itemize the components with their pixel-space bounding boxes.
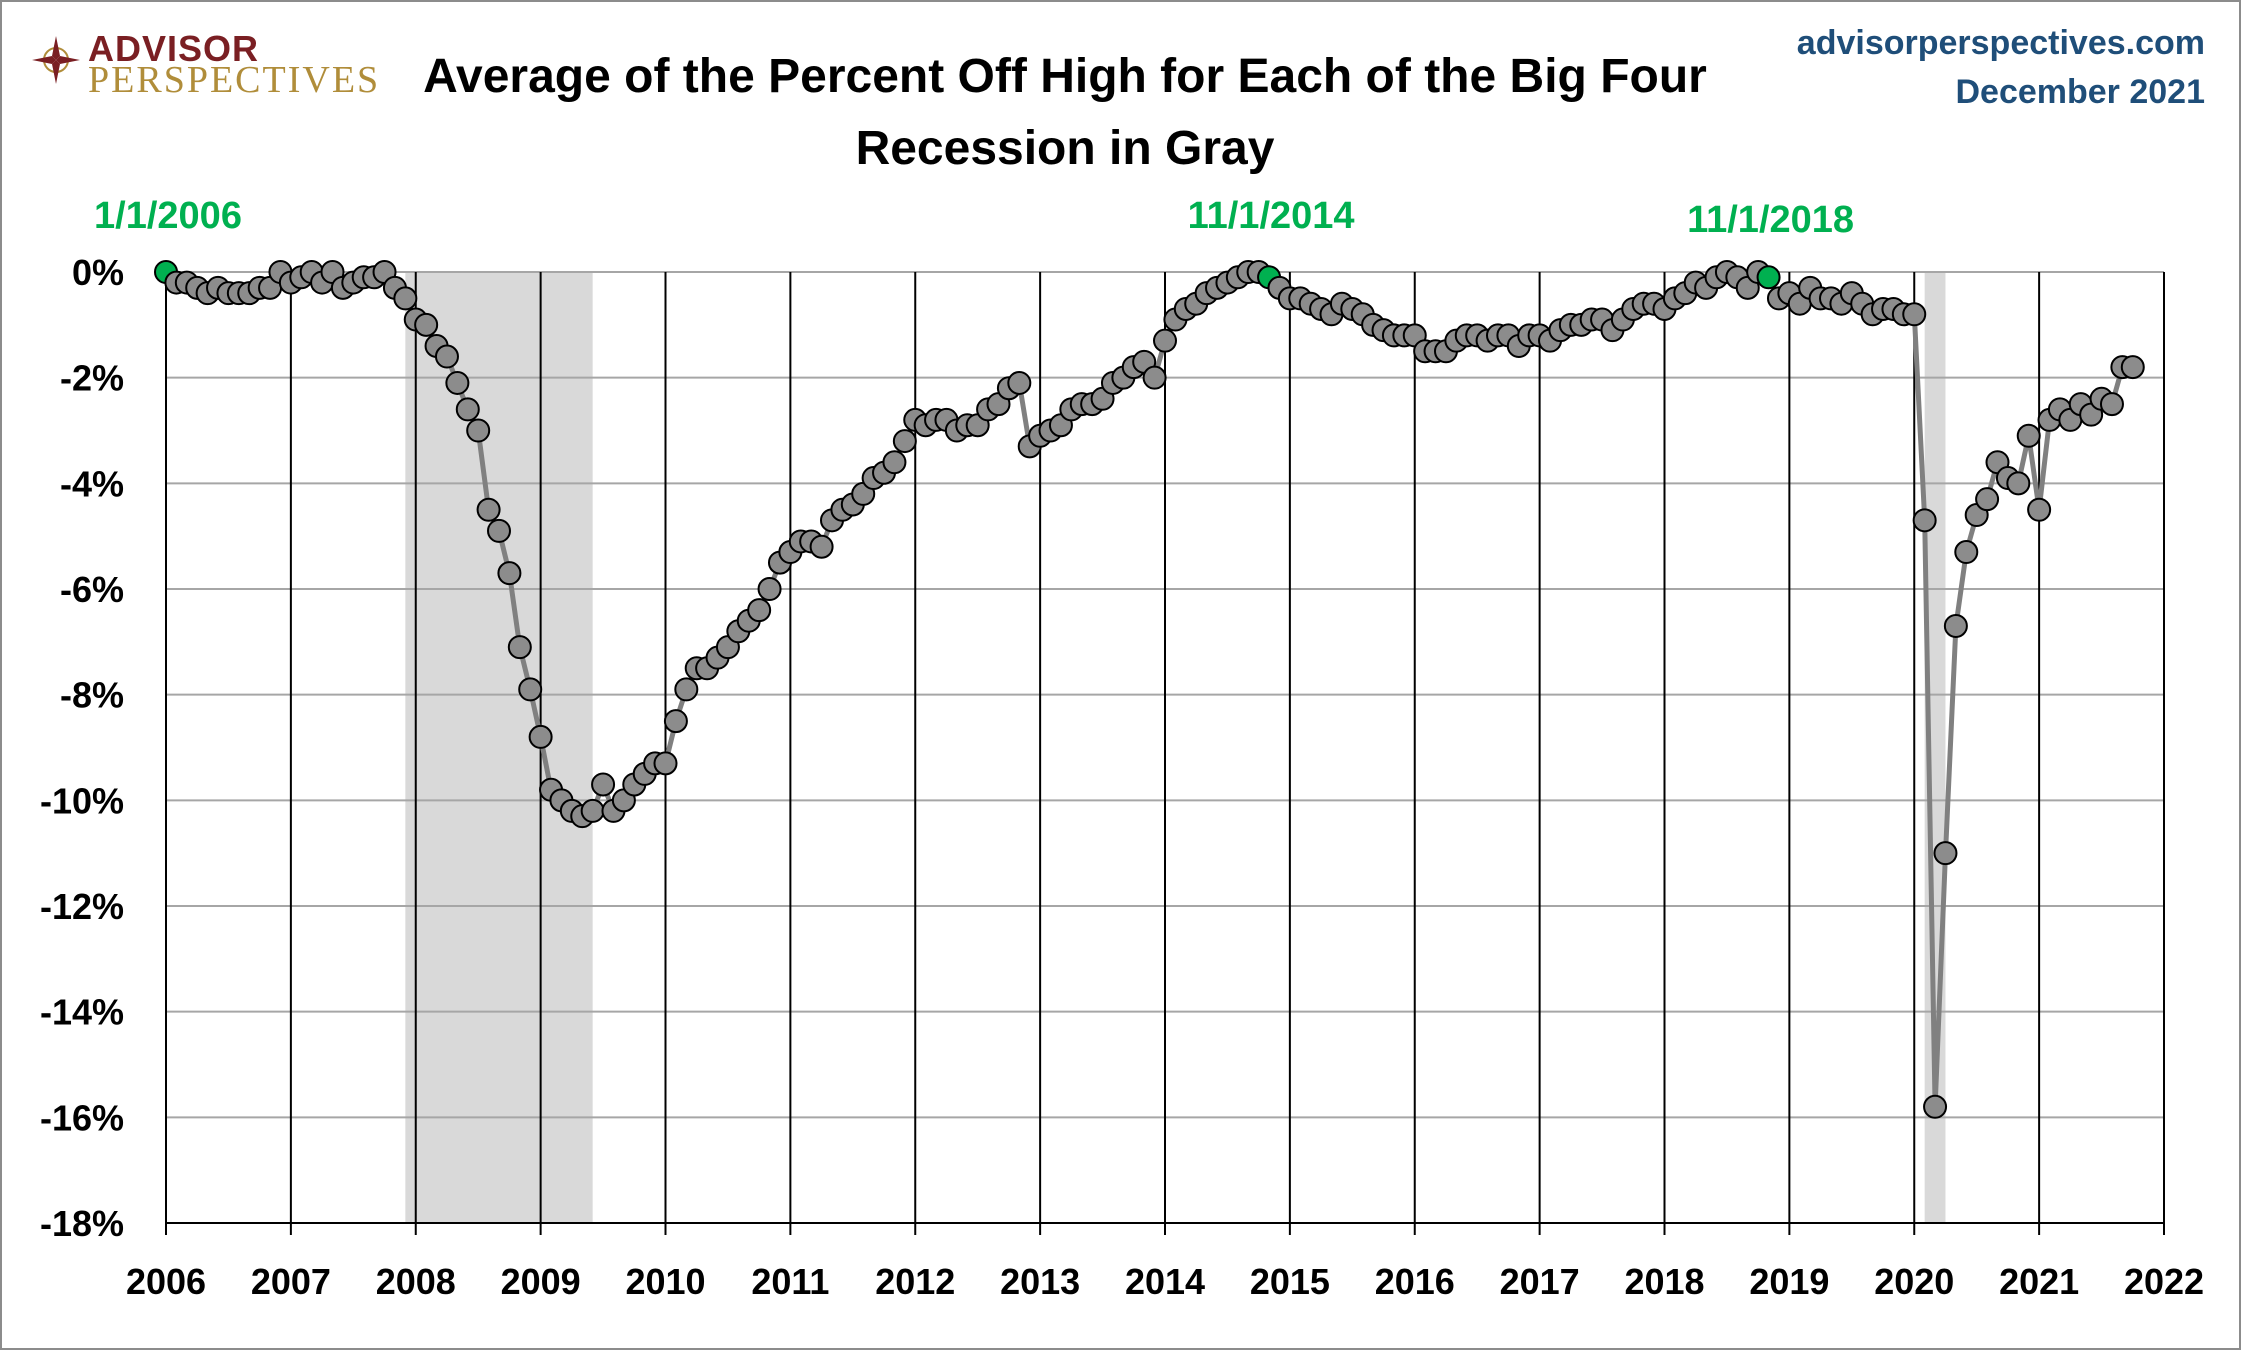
data-point: [518, 677, 543, 702]
data-point: [1933, 841, 1958, 866]
data-point: [1954, 540, 1979, 565]
y-tick-label: -4%: [60, 463, 124, 504]
compass-icon: [32, 36, 80, 84]
chart-title: Average of the Percent Off High for Each…: [423, 50, 1707, 103]
data-point: [653, 751, 678, 776]
y-tick-label: -2%: [60, 358, 124, 399]
recession-bands: [405, 272, 1946, 1223]
data-point: [2099, 392, 2124, 417]
data-point: [809, 534, 834, 559]
data-point: [747, 598, 772, 623]
x-tick-label: 2013: [1000, 1261, 1080, 1302]
recession-band: [405, 272, 593, 1223]
x-tick-labels: 2006 2007 2008 2009 2010 2011 2012 2013 2014 2015…: [126, 1261, 2204, 1302]
highlight-point: [1756, 265, 1781, 290]
x-tick-label: 2018: [1624, 1261, 1704, 1302]
data-point: [1153, 328, 1177, 353]
data-point: [466, 418, 491, 443]
data-point: [2027, 497, 2052, 522]
x-tick-label: 2012: [875, 1261, 955, 1302]
data-point: [434, 344, 459, 369]
x-tick-label: 2014: [1125, 1261, 1205, 1302]
data-point: [591, 772, 616, 797]
y-tick-label: -12%: [40, 886, 124, 927]
data-point: [1943, 613, 1968, 638]
x-tick-label: 2015: [1250, 1261, 1330, 1302]
y-tick-label: -18%: [40, 1203, 124, 1244]
chart-subtitle: Recession in Gray: [856, 122, 1275, 175]
x-tick-label: 2019: [1749, 1261, 1829, 1302]
data-point: [2016, 423, 2041, 448]
data-point: [476, 497, 501, 522]
y-tick-label: -16%: [40, 1097, 124, 1138]
data-point: [497, 561, 522, 586]
x-tick-label: 2008: [376, 1261, 456, 1302]
date-annotations: 1/1/2006 11/1/2014 11/1/2018: [94, 195, 1854, 241]
axes: [165, 272, 2165, 1235]
report-date: December 2021: [1955, 73, 2205, 111]
data-point: [1007, 370, 1032, 395]
y-tick-label: -6%: [60, 569, 124, 610]
x-tick-label: 2006: [126, 1261, 206, 1302]
data-point: [2006, 471, 2031, 496]
x-tick-label: 2009: [501, 1261, 581, 1302]
x-tick-label: 2021: [1999, 1261, 2079, 1302]
logo-text-bottom: PERSPECTIVES: [88, 59, 381, 101]
data-point: [1975, 487, 2000, 512]
data-point: [414, 312, 439, 337]
x-tick-label: 2010: [625, 1261, 705, 1302]
x-tick-label: 2017: [1500, 1261, 1580, 1302]
y-tick-label: -14%: [40, 992, 124, 1033]
data-point: [528, 724, 553, 749]
advisor-perspectives-logo: ADVISOR PERSPECTIVES: [30, 28, 378, 101]
data-point: [393, 286, 418, 311]
data-point: [1902, 302, 1927, 327]
y-tick-labels: 0% -2% -4% -6% -8% -10% -12% -14% -16% -18%: [40, 252, 124, 1244]
data-point: [757, 577, 782, 601]
y-tick-label: -10%: [40, 780, 124, 821]
x-tick-label: 2016: [1375, 1261, 1455, 1302]
x-tick-label: 2020: [1874, 1261, 1954, 1302]
data-point: [2120, 355, 2145, 380]
data-point: [445, 370, 470, 395]
x-tick-label: 2007: [251, 1261, 331, 1302]
data-point: [1923, 1094, 1948, 1119]
data-point: [580, 798, 605, 823]
data-point: [892, 429, 917, 454]
data-point: [674, 677, 699, 702]
date-annotation: 11/1/2014: [1188, 195, 1355, 237]
y-tick-label: -8%: [60, 675, 124, 716]
data-point: [663, 709, 688, 734]
logo-text-top: ADVISOR: [88, 28, 260, 69]
data-point: [1142, 365, 1167, 390]
site-url[interactable]: advisorperspectives.com: [1796, 24, 2205, 62]
x-tick-label: 2011: [751, 1261, 829, 1302]
data-point: [487, 518, 511, 543]
data-point: [455, 397, 480, 422]
data-point: [1912, 508, 1937, 533]
date-annotation: 1/1/2006: [94, 195, 242, 237]
x-tick-label: 2022: [2124, 1261, 2204, 1302]
data-point: [882, 450, 907, 475]
series-points: [154, 260, 2145, 1119]
site-info: advisorperspectives.com December 2021: [1797, 24, 2205, 112]
y-tick-label: 0%: [72, 252, 124, 293]
grid-lines: [165, 271, 2165, 1224]
data-point: [507, 635, 532, 660]
date-annotation: 11/1/2018: [1687, 199, 1854, 241]
